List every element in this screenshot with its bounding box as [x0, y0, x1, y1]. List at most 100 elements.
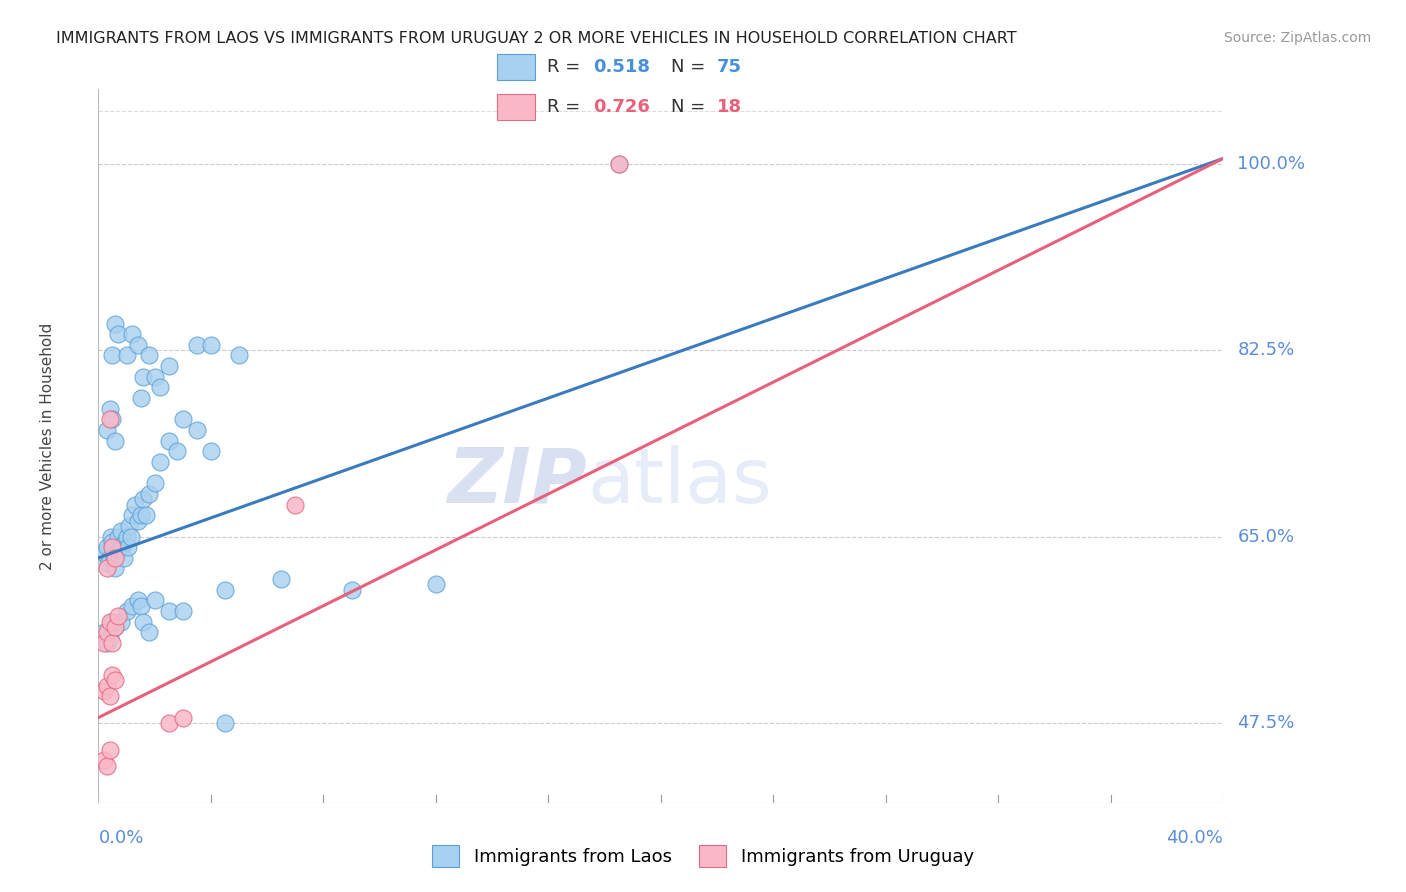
- Point: [172, 604, 194, 618]
- Point: [98, 550, 121, 565]
- Text: R =: R =: [547, 58, 586, 76]
- Point: [186, 423, 208, 437]
- Text: R =: R =: [547, 98, 586, 116]
- Point: [103, 550, 125, 565]
- Point: [117, 540, 139, 554]
- Point: [135, 508, 157, 523]
- Text: N =: N =: [671, 58, 710, 76]
- Point: [98, 690, 121, 704]
- Point: [200, 338, 222, 352]
- Point: [132, 615, 155, 629]
- Point: [111, 540, 134, 554]
- Point: [101, 636, 124, 650]
- FancyBboxPatch shape: [498, 94, 534, 120]
- Point: [166, 444, 188, 458]
- Point: [101, 540, 124, 554]
- Point: [115, 529, 138, 543]
- Text: 65.0%: 65.0%: [1237, 527, 1295, 546]
- Point: [98, 631, 121, 645]
- FancyBboxPatch shape: [498, 54, 534, 80]
- Point: [228, 349, 250, 363]
- Point: [124, 498, 146, 512]
- Text: 47.5%: 47.5%: [1237, 714, 1295, 732]
- Point: [104, 620, 127, 634]
- Point: [127, 593, 149, 607]
- Point: [172, 710, 194, 724]
- Point: [93, 625, 115, 640]
- Text: 0.0%: 0.0%: [98, 830, 143, 847]
- Point: [157, 715, 180, 730]
- Point: [157, 434, 180, 448]
- Point: [340, 582, 363, 597]
- Point: [107, 609, 129, 624]
- Text: 40.0%: 40.0%: [1167, 830, 1223, 847]
- Point: [104, 550, 127, 565]
- Point: [118, 519, 141, 533]
- Point: [157, 359, 180, 373]
- Point: [107, 327, 129, 342]
- Legend: Immigrants from Laos, Immigrants from Uruguay: Immigrants from Laos, Immigrants from Ur…: [425, 838, 981, 874]
- Point: [200, 444, 222, 458]
- Text: 0.726: 0.726: [593, 98, 650, 116]
- Point: [284, 498, 307, 512]
- Point: [101, 615, 124, 629]
- Point: [104, 673, 127, 688]
- Point: [110, 524, 132, 539]
- Point: [129, 391, 152, 405]
- Point: [107, 529, 129, 543]
- Point: [108, 540, 131, 554]
- Point: [96, 540, 118, 554]
- Point: [93, 684, 115, 698]
- Point: [607, 157, 630, 171]
- Point: [96, 636, 118, 650]
- Point: [96, 625, 118, 640]
- Point: [186, 338, 208, 352]
- Point: [104, 434, 127, 448]
- Point: [138, 349, 160, 363]
- Point: [121, 599, 143, 613]
- Point: [98, 412, 121, 426]
- Point: [143, 476, 166, 491]
- Point: [127, 514, 149, 528]
- Point: [149, 380, 172, 394]
- Text: 75: 75: [717, 58, 742, 76]
- Point: [149, 455, 172, 469]
- Point: [121, 327, 143, 342]
- Point: [270, 572, 292, 586]
- Point: [115, 604, 138, 618]
- Point: [104, 620, 127, 634]
- Point: [607, 157, 630, 171]
- Point: [143, 369, 166, 384]
- Point: [98, 742, 121, 756]
- Point: [138, 625, 160, 640]
- Text: 82.5%: 82.5%: [1237, 341, 1295, 359]
- Point: [97, 556, 120, 570]
- Point: [105, 545, 128, 559]
- Point: [101, 534, 124, 549]
- Text: 18: 18: [717, 98, 742, 116]
- Point: [127, 338, 149, 352]
- Point: [93, 636, 115, 650]
- Point: [114, 534, 136, 549]
- Point: [104, 317, 127, 331]
- Text: atlas: atlas: [588, 445, 772, 518]
- Point: [96, 758, 118, 772]
- Point: [129, 508, 152, 523]
- Point: [110, 615, 132, 629]
- Text: 2 or more Vehicles in Household: 2 or more Vehicles in Household: [41, 322, 55, 570]
- Text: ZIP: ZIP: [449, 445, 588, 518]
- Point: [93, 753, 115, 767]
- Text: 100.0%: 100.0%: [1237, 154, 1305, 173]
- Point: [172, 412, 194, 426]
- Point: [143, 593, 166, 607]
- Text: 0.518: 0.518: [593, 58, 651, 76]
- Point: [100, 529, 122, 543]
- Point: [112, 550, 135, 565]
- Point: [96, 423, 118, 437]
- Point: [104, 561, 127, 575]
- Point: [214, 582, 236, 597]
- Point: [121, 508, 143, 523]
- Point: [93, 545, 115, 559]
- Point: [101, 412, 124, 426]
- Point: [115, 349, 138, 363]
